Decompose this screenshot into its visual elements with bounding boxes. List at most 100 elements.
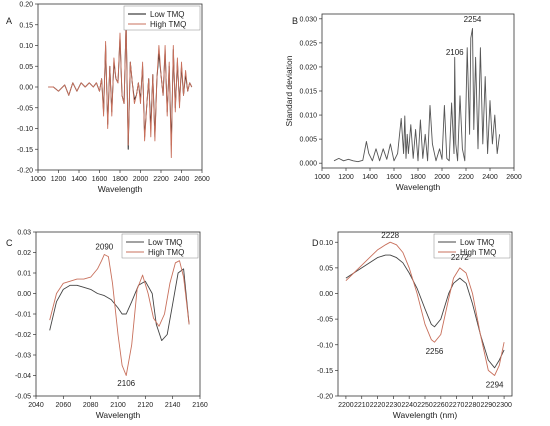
panel-a: A 1000 1200 1400 1600 1800 2000 2200 2400 2600 -0.… bbox=[6, 2, 210, 195]
x-tick-label: 2210 bbox=[354, 402, 370, 409]
x-tick-label: 1200 bbox=[51, 176, 67, 183]
legend-box bbox=[121, 233, 199, 259]
x-tick-label: 1000 bbox=[314, 174, 330, 181]
y-tick-label: 0.01 bbox=[17, 271, 31, 278]
panel-b: B 1000 1200 1400 1600 1800 2000 2200 2400 2600 0.0… bbox=[284, 13, 522, 192]
x-tick-label: 2200 bbox=[338, 402, 354, 409]
x-tick-label: 2040 bbox=[28, 402, 44, 409]
x-tick-label: 1000 bbox=[30, 176, 46, 183]
x-tick-label: 2600 bbox=[194, 176, 210, 183]
x-tick-label: 2220 bbox=[370, 402, 386, 409]
y-tick-label: 0.10 bbox=[319, 240, 333, 247]
y-tick-label: 0.05 bbox=[319, 265, 333, 272]
y-tick-label: -0.20 bbox=[317, 394, 333, 401]
peak-annotation: 2294 bbox=[486, 380, 504, 389]
y-tick-label: 0.00 bbox=[19, 85, 33, 92]
y-tick-label: 0.010 bbox=[299, 113, 317, 120]
legend-label: High TMQ bbox=[150, 20, 186, 29]
y-tick-label: 0.00 bbox=[319, 291, 333, 298]
x-tick-label: 1800 bbox=[112, 176, 128, 183]
x-tick-label: 2400 bbox=[174, 176, 190, 183]
x-tick-label: 2160 bbox=[192, 402, 208, 409]
x-tick-label: 1600 bbox=[92, 176, 108, 183]
x-tick-label: 2600 bbox=[506, 174, 522, 181]
x-tick-label: 2270 bbox=[449, 402, 465, 409]
y-tick-label: 0.030 bbox=[299, 16, 317, 23]
legend-label: Low TMQ bbox=[148, 238, 183, 247]
x-tick-label: 2060 bbox=[56, 402, 72, 409]
x-axis-title: Wavelength (nm) bbox=[393, 410, 458, 420]
y-tick-label: 0.05 bbox=[19, 64, 33, 71]
x-tick-label: 2100 bbox=[110, 402, 126, 409]
x-tick-label: 2280 bbox=[465, 402, 481, 409]
y-tick-label: 0.025 bbox=[299, 40, 317, 47]
panel-c: C 2040 2060 2080 2100 2120 2140 2160 -0.05 -0.04 -… bbox=[6, 230, 208, 421]
y-tick-label: -0.20 bbox=[17, 168, 33, 175]
peak-annotation: 2228 bbox=[381, 231, 399, 240]
peak-annotation: 2256 bbox=[426, 347, 444, 356]
y-tick-label: 0.00 bbox=[17, 291, 31, 298]
panel-label: B bbox=[292, 16, 298, 26]
x-tick-label: 2400 bbox=[482, 174, 498, 181]
y-tick-label: -0.05 bbox=[17, 105, 33, 112]
legend-label: Low TMQ bbox=[460, 238, 495, 247]
y-tick-label: 0.02 bbox=[17, 250, 31, 257]
panel-label: C bbox=[6, 238, 13, 248]
x-tick-label: 1200 bbox=[338, 174, 354, 181]
y-tick-label: 0.15 bbox=[19, 22, 33, 29]
peak-annotation: 2106 bbox=[446, 48, 464, 57]
legend-box bbox=[123, 5, 201, 31]
x-tick-label: 2000 bbox=[133, 176, 149, 183]
y-tick-label: -0.15 bbox=[317, 368, 333, 375]
y-tick-label: -0.05 bbox=[317, 317, 333, 324]
x-tick-label: 2080 bbox=[83, 402, 99, 409]
y-tick-label: -0.01 bbox=[15, 312, 31, 319]
y-tick-label: 0.005 bbox=[299, 137, 317, 144]
x-tick-label: 2140 bbox=[165, 402, 181, 409]
x-tick-label: 2120 bbox=[138, 402, 154, 409]
y-tick-label: -0.03 bbox=[15, 353, 31, 360]
legend-label: High TMQ bbox=[148, 248, 184, 257]
x-tick-label: 1400 bbox=[362, 174, 378, 181]
x-tick-label: 2230 bbox=[386, 402, 402, 409]
x-tick-label: 2000 bbox=[434, 174, 450, 181]
series-line-2 bbox=[48, 20, 193, 159]
y-tick-label: 0.20 bbox=[19, 2, 33, 9]
x-tick-label: 2290 bbox=[480, 402, 496, 409]
y-tick-label: 0.000 bbox=[299, 161, 317, 168]
series-line-2 bbox=[49, 254, 190, 376]
peak-annotation: 2272 bbox=[451, 253, 469, 262]
legend-label: High TMQ bbox=[460, 248, 496, 257]
peak-annotation: 2106 bbox=[117, 379, 135, 388]
series-line-1 bbox=[49, 268, 190, 342]
series-line-1 bbox=[333, 27, 501, 163]
x-axis-title: Wavelength bbox=[96, 410, 141, 420]
peak-annotation: 2090 bbox=[95, 242, 113, 251]
x-tick-label: 2200 bbox=[153, 176, 169, 183]
y-tick-label: 0.015 bbox=[299, 89, 317, 96]
x-tick-label: 1400 bbox=[71, 176, 87, 183]
y-tick-label: -0.05 bbox=[15, 394, 31, 401]
legend-label: Low TMQ bbox=[150, 10, 185, 19]
panel-label: D bbox=[312, 238, 319, 248]
x-tick-label: 1600 bbox=[386, 174, 402, 181]
peak-annotation: 2254 bbox=[464, 15, 482, 24]
x-tick-label: 2240 bbox=[401, 402, 417, 409]
y-tick-label: 0.10 bbox=[19, 43, 33, 50]
y-tick-label: -0.10 bbox=[17, 126, 33, 133]
y-tick-label: -0.02 bbox=[15, 332, 31, 339]
legend-box bbox=[433, 233, 511, 259]
series-line-2 bbox=[345, 241, 505, 376]
x-tick-label: 1800 bbox=[410, 174, 426, 181]
y-tick-label: 0.03 bbox=[17, 230, 31, 237]
x-axis-title: Wavelength bbox=[98, 184, 143, 194]
x-tick-label: 2260 bbox=[433, 402, 449, 409]
panel-label: A bbox=[6, 16, 12, 26]
x-tick-label: 2250 bbox=[417, 402, 433, 409]
x-tick-label: 2300 bbox=[496, 402, 512, 409]
y-axis-title: Standard deviation bbox=[284, 55, 294, 126]
